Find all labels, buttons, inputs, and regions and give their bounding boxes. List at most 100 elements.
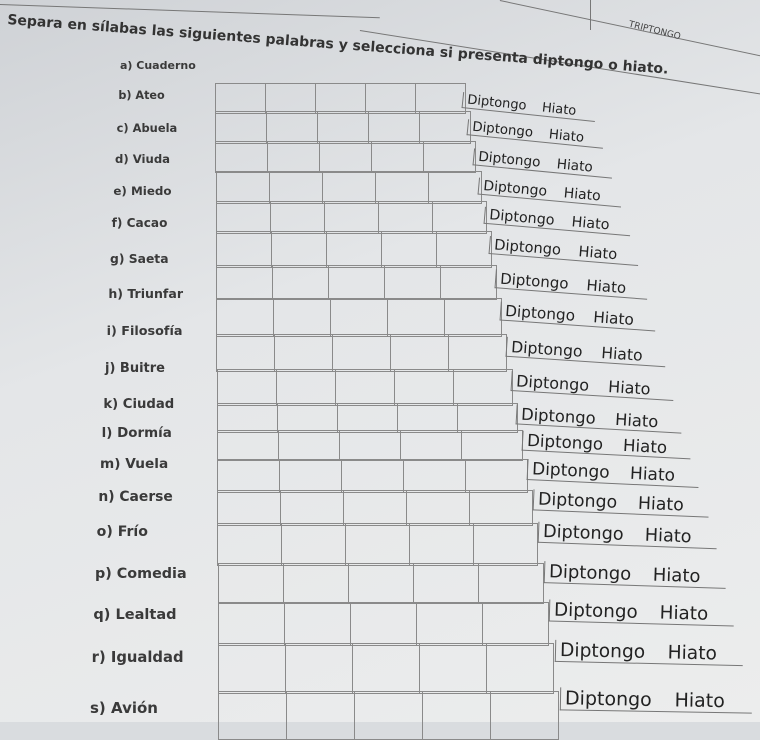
syllable-cell[interactable] (215, 200, 271, 234)
diptongo-option[interactable]: Diptongo (477, 149, 542, 172)
syllable-cell[interactable] (345, 523, 411, 567)
hiato-option[interactable]: Hiato (674, 689, 726, 713)
syllable-cell[interactable] (275, 369, 336, 406)
syllable-cell[interactable] (481, 601, 549, 646)
hiato-option[interactable]: Hiato (607, 376, 652, 399)
syllable-cell[interactable] (396, 403, 458, 434)
diptongo-option[interactable]: Diptongo (542, 522, 625, 545)
syllable-cell[interactable] (343, 489, 408, 526)
syllable-cell[interactable] (440, 265, 497, 301)
syllable-cell[interactable] (431, 200, 487, 234)
hiato-option[interactable]: Hiato (592, 307, 635, 329)
syllable-cell[interactable] (216, 333, 276, 372)
syllable-cell[interactable] (215, 111, 268, 145)
syllable-cell[interactable] (276, 403, 338, 434)
syllable-cell[interactable] (282, 563, 349, 605)
syllable-cell[interactable] (341, 458, 404, 493)
syllable-cell[interactable] (349, 601, 417, 646)
syllable-cell[interactable] (406, 489, 471, 526)
syllable-cell[interactable] (265, 83, 316, 114)
syllable-cell[interactable] (317, 111, 370, 145)
diptongo-option[interactable]: Diptongo (559, 639, 645, 663)
hiato-option[interactable]: Hiato (622, 436, 668, 458)
hiato-option[interactable]: Hiato (585, 276, 627, 298)
syllable-cell[interactable] (334, 369, 395, 406)
diptongo-option[interactable]: Diptongo (515, 371, 590, 395)
syllable-cell[interactable] (216, 430, 279, 462)
diptongo-option[interactable]: Diptongo (466, 92, 528, 114)
syllable-cell[interactable] (365, 83, 416, 114)
syllable-cell[interactable] (325, 231, 382, 269)
syllable-cell[interactable] (465, 458, 528, 493)
syllable-cell[interactable] (216, 403, 278, 434)
syllable-cell[interactable] (274, 333, 334, 372)
syllable-cell[interactable] (485, 642, 554, 694)
hiato-option[interactable]: Hiato (659, 602, 709, 625)
syllable-cell[interactable] (380, 231, 437, 269)
syllable-cell[interactable] (272, 265, 329, 301)
syllable-cell[interactable] (435, 231, 492, 269)
syllable-cell[interactable] (268, 170, 323, 204)
hiato-option[interactable]: Hiato (666, 642, 717, 665)
syllable-cell[interactable] (279, 458, 342, 493)
syllable-cell[interactable] (448, 333, 508, 372)
syllable-cell[interactable] (415, 601, 483, 646)
syllable-cell[interactable] (412, 563, 479, 605)
hiato-option[interactable]: Hiato (563, 184, 602, 205)
syllable-cell[interactable] (423, 141, 477, 174)
syllable-cell[interactable] (427, 170, 482, 204)
syllable-cell[interactable] (330, 297, 389, 337)
syllable-cell[interactable] (415, 83, 466, 114)
diptongo-option[interactable]: Diptongo (504, 301, 576, 325)
syllable-cell[interactable] (377, 200, 433, 234)
diptongo-option[interactable]: Diptongo (510, 336, 583, 361)
syllable-cell[interactable] (323, 200, 379, 234)
syllable-cell[interactable] (216, 297, 275, 337)
syllable-cell[interactable] (218, 691, 287, 740)
diptongo-option[interactable]: Diptongo (472, 119, 535, 141)
syllable-cell[interactable] (267, 141, 321, 174)
hiato-option[interactable]: Hiato (548, 127, 586, 147)
syllable-cell[interactable] (277, 430, 340, 462)
diptongo-option[interactable]: Diptongo (553, 599, 639, 623)
syllable-cell[interactable] (269, 200, 325, 234)
syllable-cell[interactable] (280, 489, 345, 526)
syllable-cell[interactable] (422, 691, 491, 740)
syllable-cell[interactable] (315, 83, 366, 114)
syllable-cell[interactable] (456, 403, 518, 434)
diptongo-option[interactable]: Diptongo (531, 458, 611, 483)
syllable-cell[interactable] (354, 691, 423, 740)
syllable-cell[interactable] (273, 297, 332, 337)
diptongo-option[interactable]: Diptongo (526, 431, 604, 455)
syllable-cell[interactable] (368, 111, 421, 145)
syllable-cell[interactable] (399, 430, 462, 462)
syllable-cell[interactable] (403, 458, 466, 493)
syllable-cell[interactable] (319, 141, 373, 174)
syllable-cell[interactable] (217, 601, 285, 646)
syllable-cell[interactable] (216, 265, 273, 301)
syllable-cell[interactable] (469, 489, 534, 526)
syllable-cell[interactable] (387, 297, 446, 337)
syllable-cell[interactable] (266, 111, 319, 145)
syllable-cell[interactable] (217, 458, 280, 493)
syllable-cell[interactable] (217, 489, 282, 526)
syllable-cell[interactable] (347, 563, 414, 605)
syllable-cell[interactable] (393, 369, 454, 406)
hiato-option[interactable]: Hiato (578, 243, 619, 264)
diptongo-option[interactable]: Diptongo (548, 561, 632, 586)
syllable-cell[interactable] (216, 369, 277, 406)
syllable-cell[interactable] (371, 141, 425, 174)
syllable-cell[interactable] (336, 403, 398, 434)
syllable-cell[interactable] (321, 170, 376, 204)
syllable-cell[interactable] (374, 170, 429, 204)
diptongo-option[interactable]: Diptongo (499, 269, 569, 294)
syllable-cell[interactable] (332, 333, 392, 372)
hiato-option[interactable]: Hiato (600, 342, 643, 365)
syllable-cell[interactable] (351, 642, 420, 694)
diptongo-option[interactable]: Diptongo (488, 207, 555, 229)
hiato-option[interactable]: Hiato (570, 214, 610, 234)
diptongo-option[interactable]: Diptongo (493, 236, 562, 259)
syllable-cell[interactable] (286, 691, 355, 740)
syllable-cell[interactable] (217, 563, 284, 605)
syllable-cell[interactable] (419, 111, 472, 145)
